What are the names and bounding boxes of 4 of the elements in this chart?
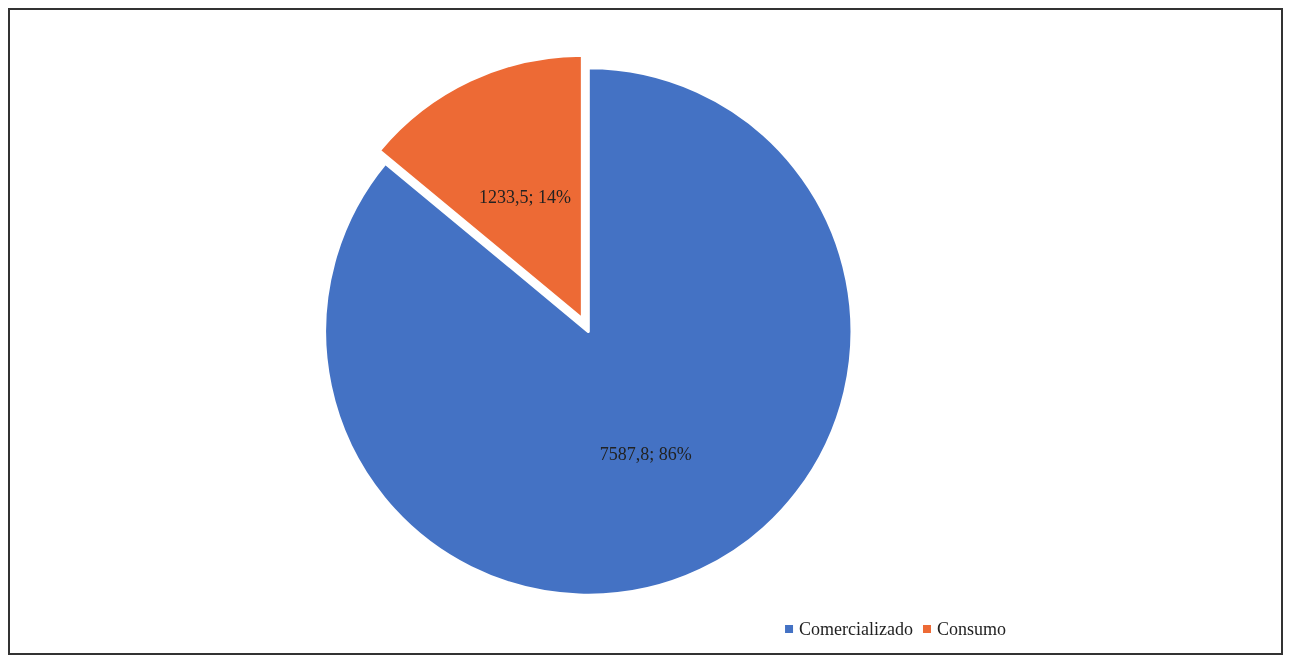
data-label: 7587,8; 86% xyxy=(599,443,692,464)
legend-label: Consumo xyxy=(936,619,1006,639)
legend-label: Comercializado xyxy=(799,619,913,639)
data-label: 1233,5; 14% xyxy=(479,186,572,207)
